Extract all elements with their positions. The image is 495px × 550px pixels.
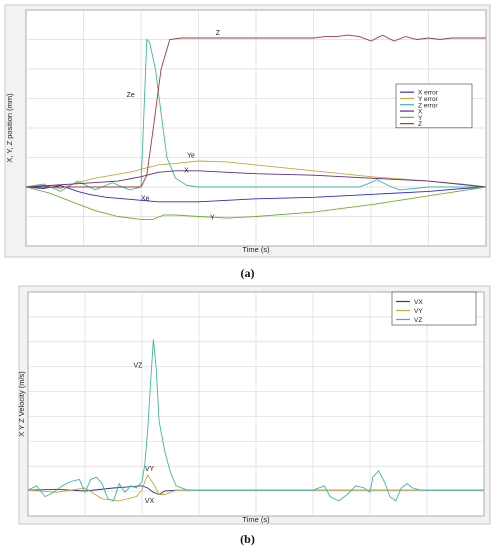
annotation-z: Z	[216, 30, 221, 37]
series-line-z-error	[25, 38, 486, 192]
legend-entry: Z error	[418, 102, 438, 109]
legend: VX VY VZ	[391, 291, 477, 326]
x-axis-label: Time (s)	[242, 515, 270, 524]
y-axis-label: X Y Z Velocity (m/s)	[17, 371, 26, 437]
series-line-y	[25, 186, 487, 220]
annotation-vy: VY	[145, 466, 155, 473]
chart-panel-a: Z Ze Ye X Xe Y Time (s) X, Y, Z position (mm) X …	[0, 0, 495, 262]
annotation-x: X	[184, 167, 189, 174]
series-line-z	[26, 34, 486, 188]
annotation-ye: Ye	[187, 153, 195, 160]
legend-entry: VX	[414, 299, 423, 306]
legend-entry: Y error	[418, 96, 439, 103]
chart-panel-b: VZ VY VX Time (s) X Y Z Velocity (m/s) VX VY VZ	[0, 284, 495, 529]
figure-label-a: (a)	[240, 266, 255, 280]
series-line-vz	[27, 339, 484, 502]
annotation-ze: Ze	[127, 92, 135, 99]
legend-entry: X error	[418, 90, 439, 97]
series-line-x	[25, 170, 487, 188]
annotation-vx: VX	[145, 498, 155, 505]
legend-entry: VY	[414, 308, 423, 315]
annotation-vz: VZ	[133, 362, 143, 369]
annotation-xe: Xe	[141, 195, 150, 202]
legend-entry: VZ	[414, 317, 422, 324]
grid-lines	[26, 10, 486, 246]
chart-a: Z Ze Ye X Xe Y Time (s) X, Y, Z position (mm) X …	[4, 4, 491, 258]
legend-entry: X	[418, 109, 423, 116]
annotation-y: Y	[210, 214, 215, 221]
y-axis-label: X, Y, Z position (mm)	[5, 93, 14, 163]
grid-lines	[28, 292, 484, 516]
series-line-x-error	[25, 185, 487, 203]
legend-entry: Y	[418, 115, 423, 122]
legend-entry: Z	[418, 121, 422, 128]
figure-label-b: (b)	[240, 532, 255, 546]
x-axis-label: Time (s)	[242, 245, 270, 254]
chart-b: VZ VY VX Time (s) X Y Z Velocity (m/s) VX VY VZ	[17, 285, 491, 525]
legend-box	[395, 83, 473, 129]
